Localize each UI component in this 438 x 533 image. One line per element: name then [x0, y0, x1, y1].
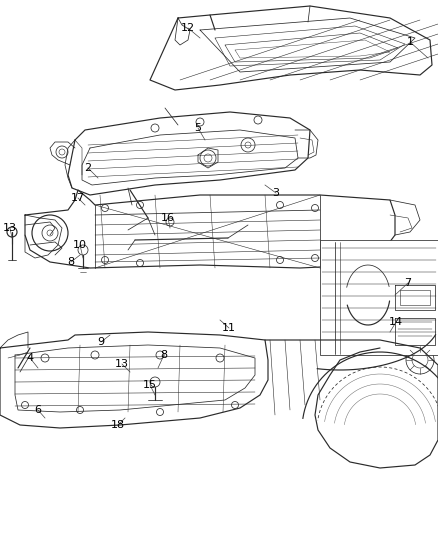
Text: 4: 4: [26, 353, 34, 363]
Text: 15: 15: [143, 380, 157, 390]
Text: 14: 14: [389, 317, 403, 327]
Text: 2: 2: [85, 163, 92, 173]
Text: 17: 17: [71, 193, 85, 203]
Text: 6: 6: [35, 405, 42, 415]
Text: 12: 12: [181, 23, 195, 33]
Text: 13: 13: [115, 359, 129, 369]
Text: 16: 16: [161, 213, 175, 223]
Text: 10: 10: [73, 240, 87, 250]
Bar: [320, 240, 438, 355]
Text: 9: 9: [97, 337, 105, 347]
Text: 18: 18: [111, 420, 125, 430]
Text: 8: 8: [160, 350, 168, 360]
Text: 11: 11: [222, 323, 236, 333]
Text: 3: 3: [272, 188, 279, 198]
Text: 5: 5: [194, 123, 201, 133]
Text: 1: 1: [406, 37, 413, 47]
Text: 13: 13: [3, 223, 17, 233]
Text: 8: 8: [67, 257, 74, 267]
Text: 7: 7: [404, 278, 412, 288]
